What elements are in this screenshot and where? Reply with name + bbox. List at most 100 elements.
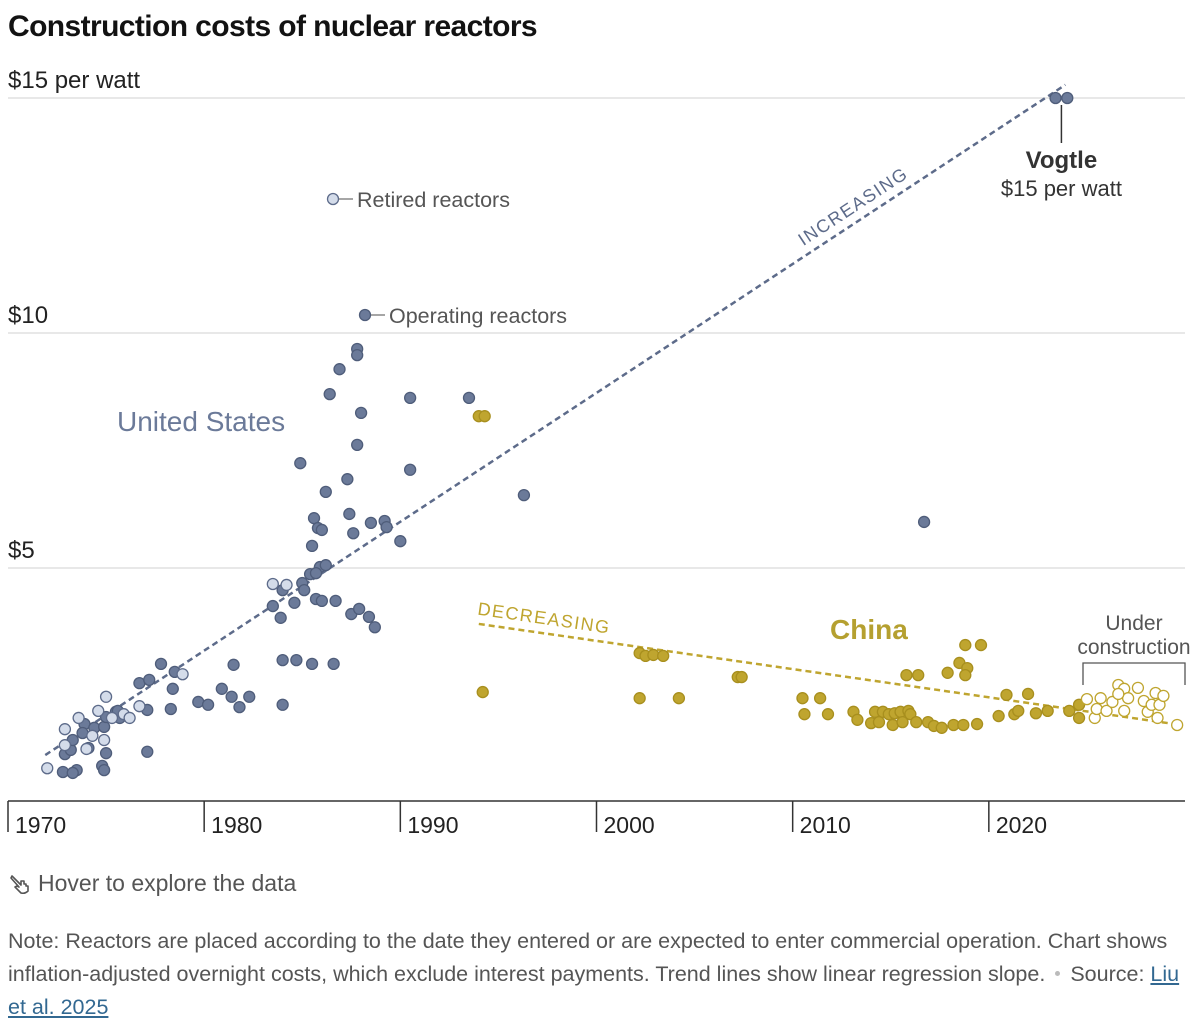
data-point [462, 391, 476, 405]
x-tick-label: 2010 [800, 812, 851, 838]
data-point [319, 559, 332, 572]
data-point [201, 698, 215, 711]
data-point [319, 485, 332, 499]
data-point [327, 657, 340, 671]
data-point [362, 610, 376, 624]
data-point [276, 653, 289, 667]
legend-label: Retired reactors [357, 188, 510, 212]
data-point [957, 718, 970, 732]
hint: Hover to explore the data [8, 870, 296, 897]
chart-title: Construction costs of nuclear reactors [8, 10, 537, 43]
x-tick-label: 1980 [211, 812, 262, 838]
data-point [735, 670, 748, 684]
data-point [476, 685, 489, 699]
data-point [154, 657, 168, 671]
data-point [323, 387, 336, 401]
data-point [105, 711, 119, 725]
legend-marker [358, 308, 372, 322]
data-point [851, 713, 864, 726]
data-point [1118, 704, 1131, 718]
y-tick-label: $15 per watt [8, 67, 140, 94]
data-point [1021, 687, 1035, 701]
data-point [351, 348, 364, 362]
source-link[interactable]: Liu et al. 2025 [8, 962, 1180, 1019]
trend-label: INCREASING [795, 163, 912, 249]
data-point [1000, 688, 1013, 702]
data-point [66, 766, 79, 780]
note-text: Note: Reactors are placed according to t… [8, 929, 1168, 986]
data-point [97, 733, 111, 747]
data-point [164, 702, 177, 716]
data-point [1094, 692, 1107, 705]
data-point [1090, 702, 1103, 716]
data-point [478, 410, 491, 423]
hint-text: Hover to explore the data [38, 870, 297, 896]
data-point [959, 638, 972, 652]
country-label: United States [117, 406, 285, 437]
data-point [215, 682, 228, 695]
chart: Construction costs of nuclear reactors $… [7, 10, 1186, 838]
data-point [1063, 704, 1076, 718]
data-point [227, 658, 240, 671]
data-point [176, 668, 189, 681]
data-point [41, 762, 54, 775]
data-point [1061, 91, 1074, 105]
bracket [1082, 662, 1186, 685]
data-point [133, 700, 146, 713]
data-point [974, 638, 988, 652]
data-point [672, 692, 686, 705]
data-point [403, 463, 417, 476]
data-point [657, 649, 670, 663]
data-point [315, 523, 329, 537]
data-point [813, 692, 827, 705]
data-point [517, 488, 531, 502]
data-point [368, 621, 381, 634]
data-point [364, 516, 378, 530]
y-tick-label: $10 [8, 302, 48, 329]
data-point [274, 611, 287, 624]
data-point [798, 708, 811, 721]
data-point [305, 539, 319, 553]
data-point [821, 708, 835, 721]
data-point [86, 729, 99, 742]
data-point [959, 669, 972, 682]
separator [1055, 970, 1061, 976]
data-point [266, 577, 279, 591]
data-point [970, 717, 984, 731]
data-point [343, 507, 356, 521]
legend-label: Operating reactors [389, 304, 567, 328]
data-point [1029, 707, 1043, 720]
data-point [92, 704, 105, 718]
data-point [1151, 711, 1164, 725]
data-point [1041, 704, 1054, 718]
data-point [141, 745, 154, 758]
data-point [225, 690, 238, 703]
x-tick-label: 2020 [996, 812, 1047, 838]
y-tick-label: $5 [8, 537, 35, 564]
data-point [1012, 704, 1025, 718]
data-point [97, 763, 111, 777]
data-point [97, 720, 111, 734]
note: Note: Reactors are placed according to t… [8, 925, 1198, 1024]
data-point [58, 739, 72, 752]
data-point [123, 711, 136, 725]
under-construction-label: Under construction [1077, 612, 1191, 659]
data-point [633, 692, 646, 705]
data-point [912, 669, 925, 682]
data-point [992, 709, 1005, 723]
data-point [266, 599, 279, 613]
trend-line [44, 83, 1067, 757]
data-point [917, 515, 931, 529]
data-point [1157, 689, 1170, 702]
highlight-label: Vogtle [1026, 147, 1098, 174]
data-point [305, 657, 319, 671]
data-point [1100, 704, 1113, 718]
legend-marker [326, 192, 340, 206]
data-point [403, 391, 417, 405]
data-point [333, 363, 346, 376]
data-point [872, 716, 886, 729]
data-point [1072, 711, 1086, 725]
data-point [1171, 718, 1184, 732]
data-point [280, 578, 293, 592]
